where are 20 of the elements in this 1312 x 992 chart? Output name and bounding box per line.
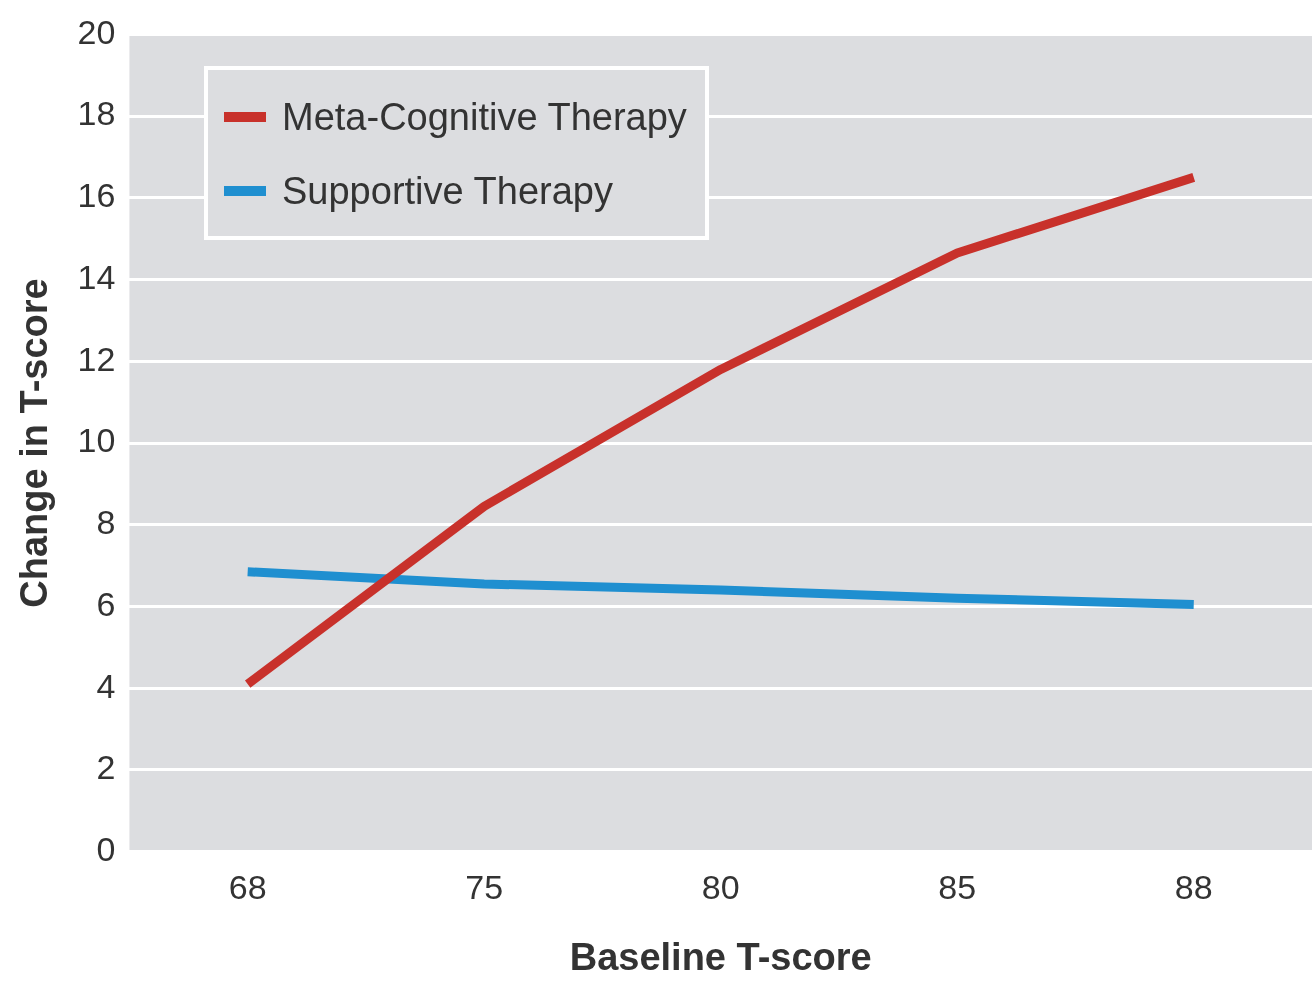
legend-label: Meta-Cognitive Therapy [282,95,687,139]
y-tick-label: 4 [96,666,116,705]
x-tick-label: 88 [1174,868,1213,907]
y-tick-label: 10 [77,421,116,460]
y-tick-label: 12 [77,339,116,378]
y-tick-label: 8 [96,503,116,542]
x-tick-label: 75 [465,868,504,907]
y-tick-label: 16 [77,176,116,215]
y-tick-label: 0 [96,829,116,868]
y-tick-label: 18 [77,94,116,133]
x-tick-label: 68 [228,868,267,907]
y-axis-title: Change in T-score [13,278,56,608]
y-tick-label: 20 [77,12,116,51]
y-tick-label: 14 [77,257,116,296]
y-tick-label: 2 [96,748,116,787]
legend-label: Supportive Therapy [282,169,613,213]
x-axis-title: Baseline T-score [569,935,872,978]
x-tick-label: 80 [701,868,740,907]
y-tick-label: 6 [96,584,116,623]
x-tick-label: 85 [938,868,977,907]
